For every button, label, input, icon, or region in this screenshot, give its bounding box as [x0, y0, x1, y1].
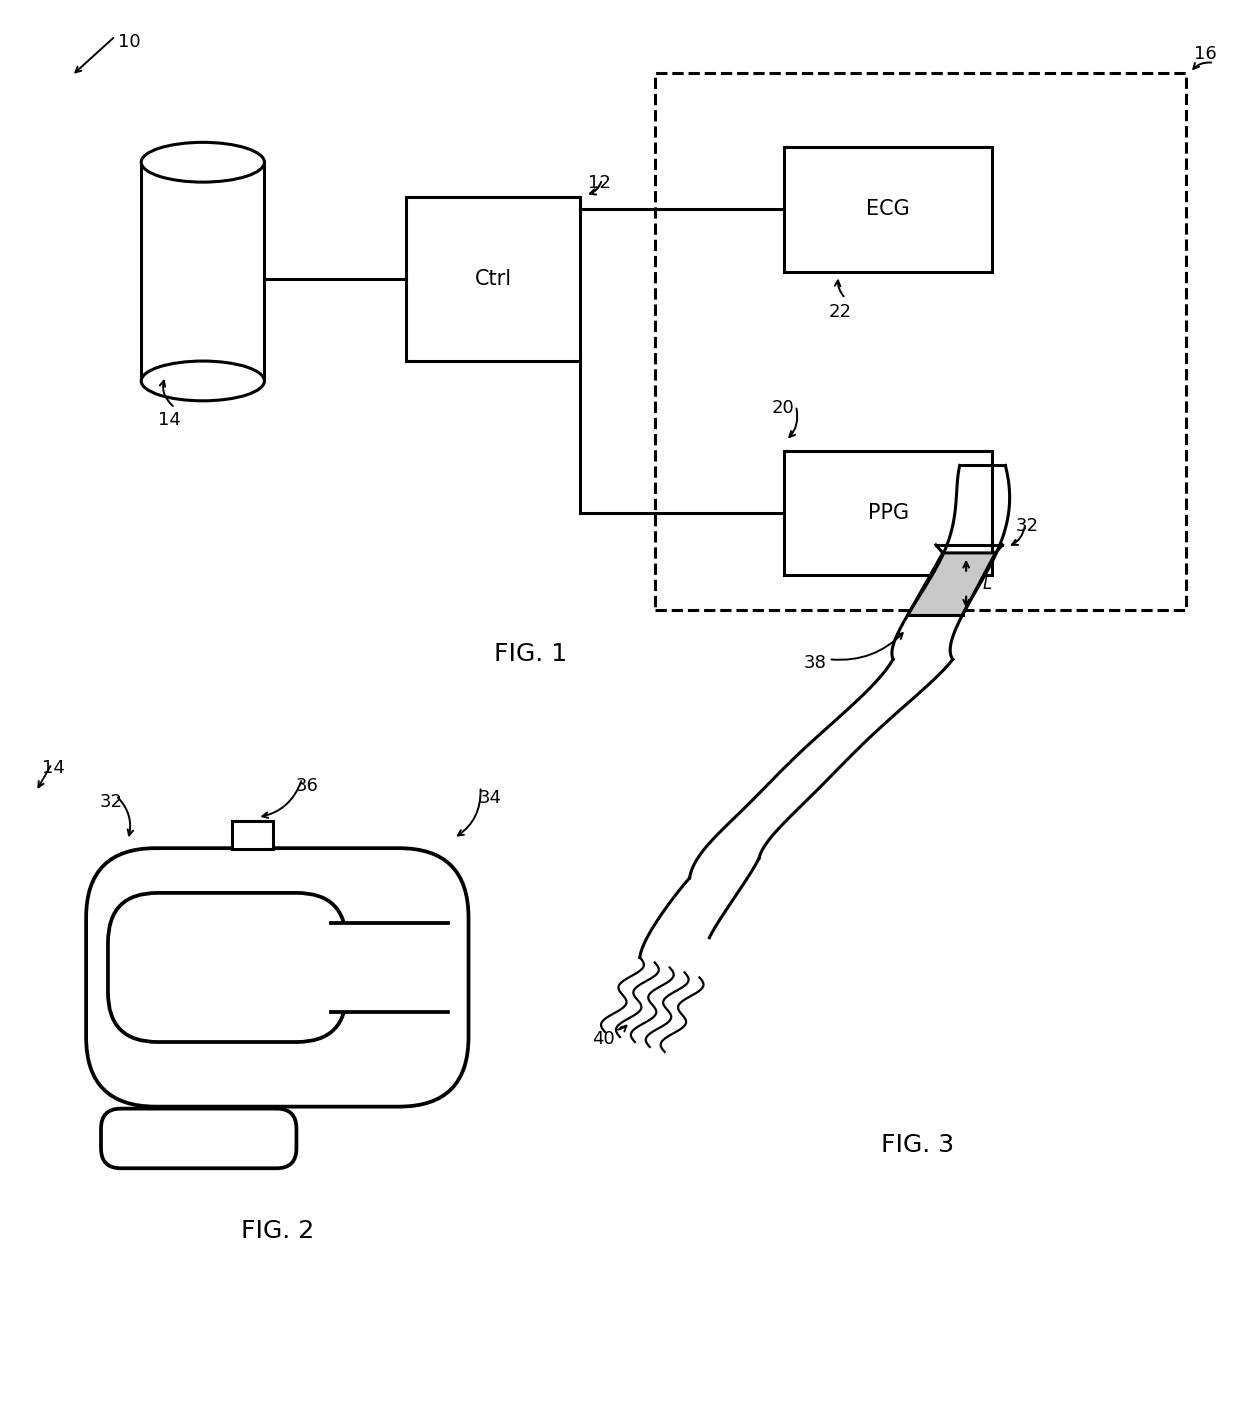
FancyBboxPatch shape	[100, 1109, 296, 1168]
Ellipse shape	[141, 361, 264, 400]
Bar	[655, 72, 1187, 609]
Text: 10: 10	[118, 33, 141, 51]
Text: 38: 38	[804, 655, 827, 672]
Text: 36: 36	[295, 776, 319, 795]
Ellipse shape	[141, 143, 264, 182]
Text: FIG. 3: FIG. 3	[882, 1134, 955, 1158]
Bar	[232, 822, 273, 850]
Text: 14: 14	[42, 759, 64, 776]
FancyBboxPatch shape	[86, 848, 469, 1107]
Text: 32: 32	[1016, 518, 1038, 534]
Text: 22: 22	[828, 304, 852, 321]
Text: 40: 40	[593, 1029, 615, 1048]
Text: 12: 12	[588, 174, 611, 192]
Text: 14: 14	[159, 410, 181, 428]
Bar	[784, 147, 992, 271]
Text: 32: 32	[99, 793, 123, 812]
Text: Ctrl: Ctrl	[475, 269, 512, 288]
Text: 34: 34	[479, 789, 501, 806]
Bar	[784, 451, 992, 574]
FancyBboxPatch shape	[108, 892, 346, 1042]
Bar	[407, 197, 580, 361]
Text: 20: 20	[773, 399, 795, 417]
Text: ECG: ECG	[867, 199, 910, 219]
Polygon shape	[908, 553, 996, 615]
Text: FIG. 2: FIG. 2	[241, 1219, 314, 1243]
Text: FIG. 1: FIG. 1	[494, 642, 567, 666]
Text: 16: 16	[1194, 45, 1216, 62]
Text: L: L	[982, 574, 991, 592]
Text: PPG: PPG	[868, 502, 909, 523]
